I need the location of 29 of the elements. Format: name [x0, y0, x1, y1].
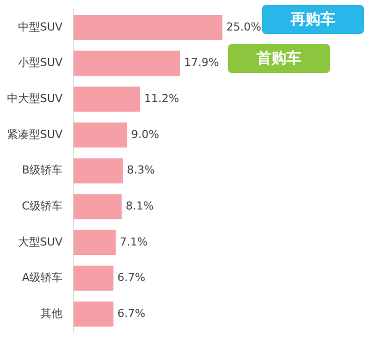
bar: [74, 158, 123, 184]
y-tick-label: A级轿车: [22, 271, 63, 284]
label-tag: 再购车: [262, 5, 364, 34]
y-tick-label: B级轿车: [22, 164, 63, 177]
y-tick-label: 紧凑型SUV: [6, 128, 64, 141]
bar: [74, 86, 140, 112]
y-tick-label: C级轿车: [22, 199, 63, 212]
bar: [74, 230, 116, 255]
bar: [74, 122, 128, 148]
bar: [74, 50, 180, 76]
data-label: 6.7%: [117, 306, 146, 320]
data-label: 8.3%: [126, 164, 155, 177]
data-label: 11.2%: [144, 92, 180, 106]
y-tick-label: 小型SUV: [18, 56, 64, 70]
y-tick-label: 大型SUV: [18, 235, 64, 248]
bar: [74, 302, 114, 327]
bar: [74, 14, 222, 40]
data-label: 9.0%: [131, 128, 160, 141]
data-label: 25.0%: [226, 20, 262, 34]
data-label: 17.9%: [184, 56, 219, 70]
y-tick-label: 其他: [40, 306, 63, 320]
y-tick-label: 中大型SUV: [6, 92, 64, 106]
data-label: 8.1%: [126, 199, 154, 212]
data-label: 6.7%: [117, 271, 146, 284]
y-tick-label: 中型SUV: [18, 20, 64, 34]
bar: [74, 266, 114, 291]
label-tag: 首购车: [228, 44, 330, 73]
data-label: 7.1%: [120, 235, 148, 248]
bar: [74, 194, 122, 220]
